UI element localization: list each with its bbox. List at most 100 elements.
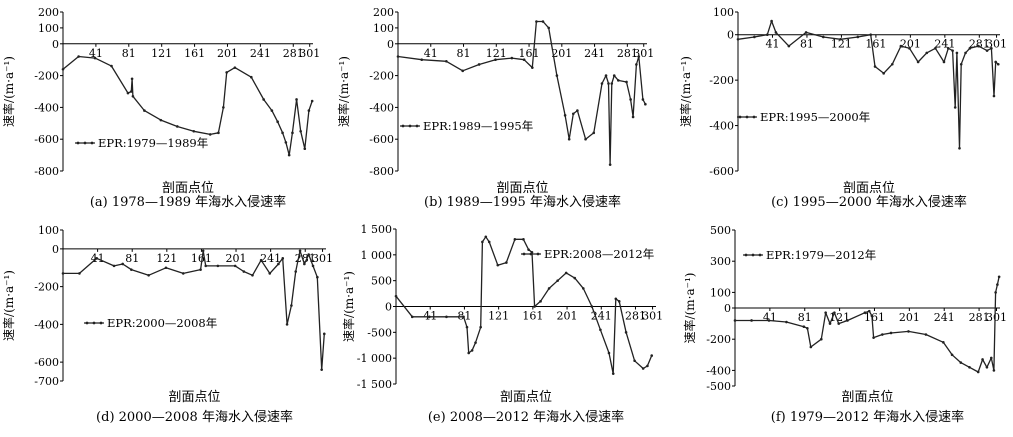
y-tick-label: 100 (710, 286, 731, 299)
data-point (873, 65, 877, 68)
data-point (259, 258, 263, 262)
data-point (881, 333, 884, 336)
data-point (908, 47, 911, 50)
y-tick-label: 200 (38, 6, 59, 19)
data-point (996, 283, 999, 286)
chart-panel-2: 200 100 0 -200 -400 -600 -800 41 81 121 161 201 241 2… (336, 6, 654, 210)
data-point (753, 35, 756, 39)
data-point (285, 323, 289, 326)
data-point (650, 354, 654, 357)
y-tick-label: -600 (709, 165, 734, 178)
data-point (774, 31, 778, 34)
x-tick-label: 41 (424, 47, 438, 60)
data-point (641, 98, 645, 101)
data-point (201, 249, 205, 253)
data-point (822, 35, 825, 39)
y-axis-title: 速率/(m·a⁻¹) (678, 56, 693, 127)
legend-marker (92, 321, 96, 325)
data-point (996, 62, 1000, 66)
data-point (824, 311, 827, 314)
data-point (863, 311, 867, 314)
data-point (428, 315, 431, 319)
x-tick-label: 161 (865, 38, 886, 51)
data-point (159, 118, 163, 122)
y-tick-label: 300 (710, 255, 731, 268)
y-tick-label: -400 (369, 101, 394, 114)
data-point (281, 131, 284, 135)
data-point (129, 90, 133, 93)
data-point (311, 264, 315, 268)
data-point (479, 325, 482, 329)
data-point (882, 72, 885, 75)
data-point (204, 264, 208, 268)
legend-marker (99, 321, 103, 325)
x-tick-label: 241 (250, 47, 271, 60)
data-point (985, 365, 989, 369)
data-point (573, 276, 577, 280)
x-tick-label: 301 (312, 252, 333, 265)
data-point (766, 33, 769, 37)
data-point (445, 59, 448, 63)
data-point (61, 272, 65, 275)
data-point (934, 47, 937, 50)
data-point (617, 79, 620, 82)
data-point (989, 356, 993, 360)
y-tick-label: -800 (369, 165, 394, 178)
data-point (584, 137, 587, 141)
data-point (396, 55, 400, 58)
data-point (299, 129, 302, 133)
data-point (953, 106, 957, 109)
data-point (277, 262, 280, 266)
x-tick-label: 201 (226, 252, 247, 265)
y-tick-label: -600 (34, 356, 59, 369)
data-point (828, 322, 832, 325)
data-point (976, 370, 980, 374)
x-tick-label: 301 (299, 47, 320, 60)
data-point (487, 240, 491, 244)
y-tick-label: -400 (706, 364, 731, 377)
data-point (567, 137, 571, 141)
data-point (839, 37, 842, 41)
data-point (481, 240, 484, 244)
legend-marker (415, 124, 419, 128)
x-tick-label: 81 (125, 252, 139, 265)
data-point (576, 109, 579, 112)
data-point (268, 272, 272, 275)
data-point (600, 82, 604, 85)
data-point (130, 77, 134, 81)
y-tick-label: 100 (38, 224, 59, 237)
legend-marker (85, 321, 89, 325)
data-point (617, 300, 621, 303)
data-point (624, 331, 628, 334)
x-tick-label: 161 (191, 252, 212, 265)
data-point (611, 372, 615, 375)
x-tick-label: 41 (763, 311, 777, 324)
y-tick-label: -800 (34, 165, 59, 178)
x-axis-title: 剖面点位 (496, 181, 548, 196)
y-tick-label: 100 (38, 22, 59, 35)
figure-caption: (d) 2000—2008 年海水入侵速率 (96, 409, 293, 425)
data-point (907, 330, 910, 333)
y-tick-label: -200 (706, 333, 731, 346)
data-point (322, 332, 326, 336)
x-tick-label: 281 (625, 310, 646, 323)
series-line (735, 276, 1000, 373)
data-point (942, 341, 945, 344)
data-point (77, 55, 80, 58)
y-tick-label: 0 (387, 38, 394, 51)
x-tick-label: 41 (765, 38, 779, 51)
data-point (222, 106, 225, 109)
data-point (181, 272, 185, 275)
data-point (955, 51, 959, 55)
y-tick-label: -700 (34, 375, 59, 388)
data-point (462, 315, 465, 319)
data-point (802, 325, 806, 329)
data-point (192, 129, 196, 133)
y-tick-label: -400 (709, 120, 734, 133)
y-tick-label: 1 000 (361, 249, 393, 262)
data-point (950, 353, 954, 357)
data-point (608, 163, 612, 166)
x-tick-label: 81 (798, 311, 812, 324)
